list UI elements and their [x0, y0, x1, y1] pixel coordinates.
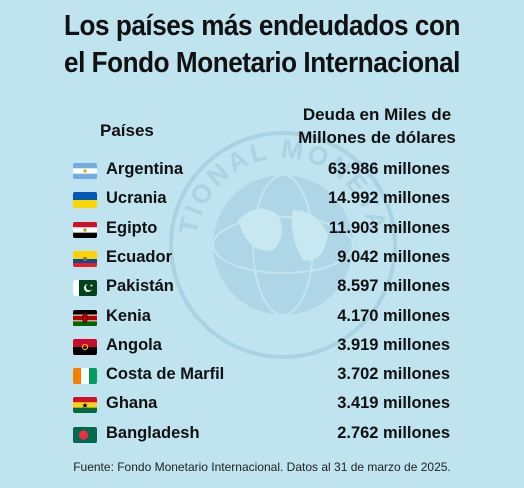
country-name: Ucrania [106, 189, 167, 208]
country-name: Argentina [106, 160, 184, 178]
debt-value: 3.919 millones [337, 335, 450, 354]
source-note: Fuente: Fondo Monetario Internacional. D… [73, 460, 451, 474]
country-name: Ecuador [106, 247, 173, 266]
table-row: Costa de Marfil 3.702 millones [0, 362, 524, 391]
debt-value: 63.986 millones [328, 160, 450, 178]
kenya-flag-icon [73, 309, 97, 326]
debt-value: 8.597 millones [337, 277, 450, 296]
table-row: Argentina 63.986 millones [0, 157, 524, 186]
title-line-1: Los países más endeudados con [64, 10, 460, 42]
debt-value: 14.992 millones [328, 189, 450, 208]
table-row: Bangladesh 2.762 millones [0, 421, 524, 450]
title-line-2: el Fondo Monetario Internacional [64, 47, 460, 79]
table-row: Pakistán 8.597 millones [0, 274, 524, 303]
ghana-flag-icon [73, 397, 97, 414]
debt-value: 3.419 millones [337, 394, 450, 413]
table-row: Ecuador 9.042 millones [0, 245, 524, 274]
egypt-flag-icon [73, 221, 97, 238]
country-name: Pakistán [106, 277, 174, 296]
country-name: Angola [106, 335, 162, 354]
table-row: Angola 3.919 millones [0, 333, 524, 362]
header-debt-line-1: Deuda en Miles de [302, 105, 452, 124]
debt-value: 3.702 millones [337, 365, 450, 384]
imf-seal-watermark: INTERNATIONAL MONETARY FUND [168, 130, 397, 359]
debt-value: 4.170 millones [337, 306, 450, 325]
ecuador-flag-icon [73, 250, 97, 267]
ukraine-flag-icon [73, 192, 97, 209]
header-debt: Deuda en Miles de Millones de dólares [282, 103, 472, 149]
header-countries: Países [100, 121, 154, 140]
table-row: Ghana 3.419 millones [0, 391, 524, 420]
country-name: Ghana [106, 394, 158, 413]
angola-flag-icon [73, 338, 97, 355]
country-name: Costa de Marfil [106, 365, 225, 384]
table-row: Ucrania 14.992 millones [0, 186, 524, 215]
debt-value: 11.903 millones [328, 218, 450, 237]
table-row: Egipto 11.903 millones [0, 216, 524, 245]
bangladesh-flag-icon [73, 426, 97, 443]
country-name: Egipto [106, 218, 158, 237]
country-name: Kenia [106, 306, 151, 325]
debt-value: 2.762 millones [337, 423, 450, 442]
country-name: Bangladesh [106, 423, 200, 442]
header-debt-line-2: Millones de dólares [298, 128, 456, 147]
debt-value: 9.042 millones [337, 247, 450, 266]
ivory-coast-flag-icon [73, 368, 97, 385]
argentina-flag-icon [73, 163, 97, 179]
pakistan-flag-icon [73, 280, 97, 297]
page-title: Los países más endeudados con el Fondo M… [26, 8, 498, 82]
table-row: Kenia 4.170 millones [0, 304, 524, 333]
